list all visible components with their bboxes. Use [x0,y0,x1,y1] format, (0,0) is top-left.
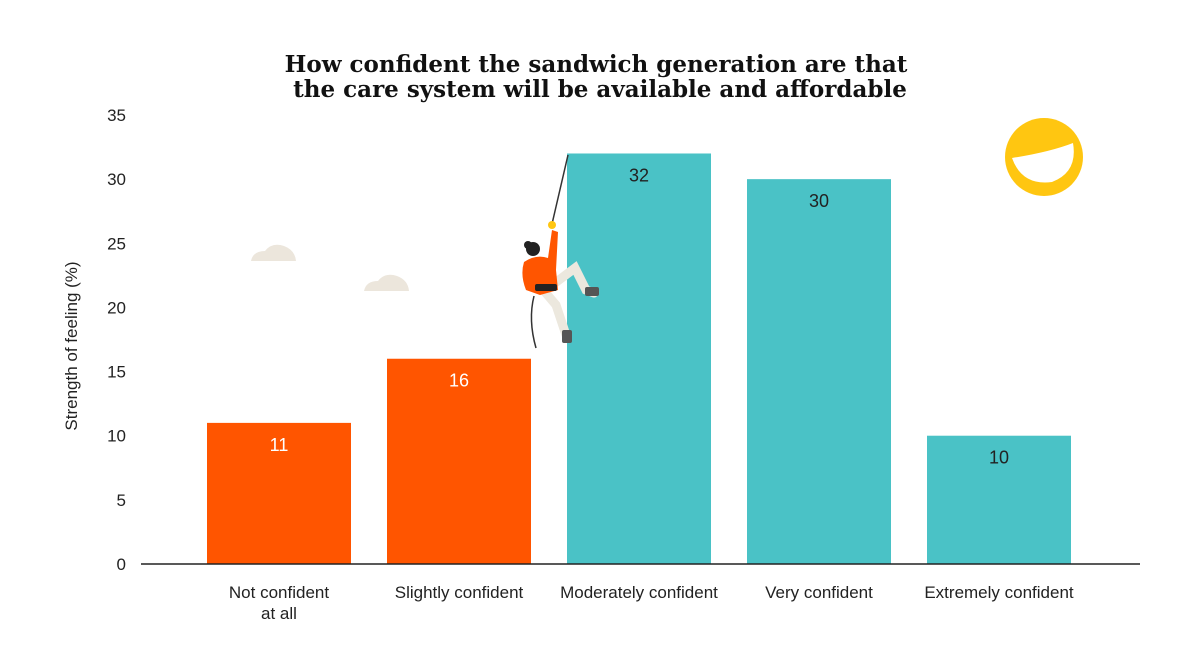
y-axis-label: Strength of feeling (%) [62,261,81,430]
x-tick-label: at all [261,604,297,623]
bar-value-label: 10 [989,448,1009,468]
y-tick-label: 25 [107,234,126,253]
bar-value-label: 11 [270,435,289,455]
bar-value-label: 32 [629,165,649,185]
y-tick-label: 5 [117,491,126,510]
y-tick-label: 20 [107,298,126,317]
rock-climber-icon [522,154,599,349]
bar-value-label: 16 [449,371,469,391]
chart-title-line-1: How confident the sandwich generation ar… [285,51,908,78]
bar [207,422,351,564]
bar [387,358,531,564]
bar [927,435,1071,564]
cloud-icon [364,274,409,291]
smiley-icon [1005,118,1083,196]
x-tick-label: Very confident [765,583,873,602]
y-tick-label: 35 [107,106,126,125]
x-tick-label: Slightly confident [395,583,524,602]
x-tick-label: Moderately confident [560,583,718,602]
x-tick-label: Extremely confident [924,583,1074,602]
bar-value-label: 30 [809,191,829,211]
bar [747,179,891,564]
cloud-icon [251,244,296,261]
y-tick-label: 10 [107,427,126,446]
x-tick-label: Not confident [229,583,329,602]
y-tick-label: 30 [107,170,126,189]
y-tick-label: 15 [107,363,126,382]
bar [567,153,711,564]
chart-title-line-2: the care system will be available and af… [293,76,907,103]
y-tick-label: 0 [117,555,126,574]
